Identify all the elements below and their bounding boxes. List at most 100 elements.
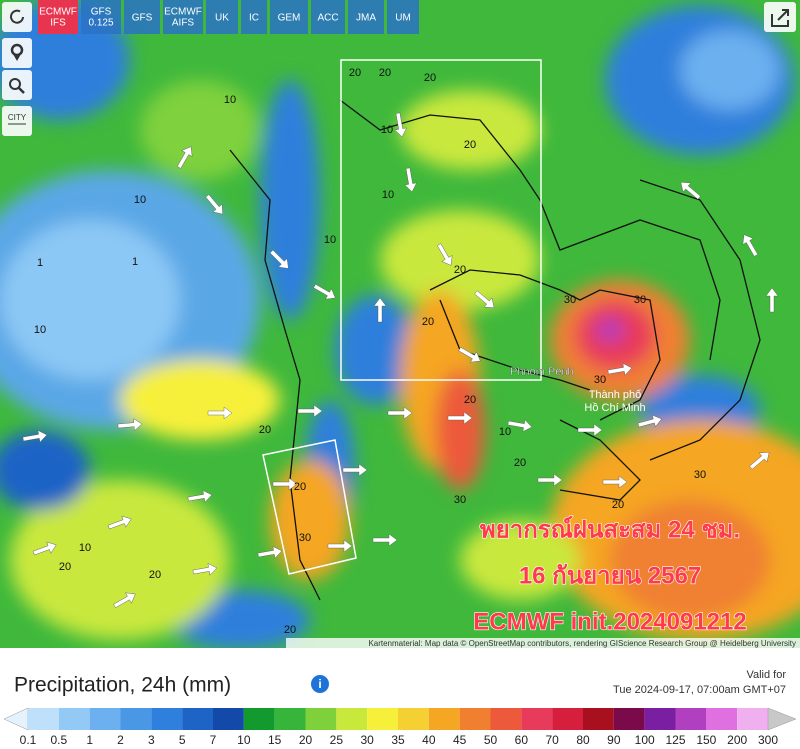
scale-tick-label: 2 [117, 733, 124, 747]
legend-title: Precipitation, 24h (mm) [14, 674, 231, 697]
model-button[interactable] [81, 0, 121, 34]
model-label: ECMWF [164, 7, 202, 18]
focus-box [262, 439, 357, 575]
model-button[interactable] [206, 0, 238, 34]
contour-label: 10 [134, 194, 146, 206]
contour-label: 30 [634, 294, 646, 306]
contour-label: 20 [454, 264, 466, 276]
scale-color [305, 708, 337, 730]
scale-color [552, 708, 583, 730]
wind-arrow [372, 533, 398, 547]
wind-arrow [742, 234, 759, 257]
borders [229, 99, 761, 601]
model-label: 0.125 [88, 18, 113, 29]
map[interactable]: 20 20 20 10 10 10 20 10 1 1 10 20 30 30 20 30 20 10 20 20 30… [0, 0, 800, 650]
model-button[interactable] [387, 0, 419, 34]
contour-label: 20 [379, 67, 391, 79]
scale-color [274, 708, 306, 730]
city-button[interactable] [2, 106, 32, 136]
info-button[interactable] [311, 675, 329, 693]
model-button[interactable] [270, 0, 308, 34]
model-button[interactable] [241, 0, 267, 34]
wind-arrow [297, 404, 323, 418]
scale-tick-label: 3 [148, 733, 155, 747]
contour-label: 20 [149, 569, 161, 581]
scale-color [675, 708, 707, 730]
focus-box [340, 59, 542, 381]
model-button[interactable] [311, 0, 345, 34]
contour-label: 20 [294, 481, 306, 493]
scale-tick-label: 100 [635, 733, 655, 747]
scale-tick-label: 50 [484, 733, 498, 747]
wind-arrow [205, 194, 223, 215]
wind-arrow [107, 515, 132, 530]
zoom-button[interactable] [2, 70, 32, 100]
svg-text:i: i [318, 677, 321, 691]
scale-color [58, 708, 90, 730]
overlay-date: 16 กันยายน 2567 [519, 562, 701, 589]
sidebar: CITY [2, 2, 796, 136]
scale-color [490, 708, 522, 730]
wind-arrow [207, 406, 233, 420]
scale-tick-label: 70 [545, 733, 559, 747]
scale-tick-label: 40 [422, 733, 436, 747]
scale-color [459, 708, 491, 730]
model-button[interactable] [124, 0, 160, 34]
wind-arrow [187, 490, 213, 503]
scale-tick-label: 25 [330, 733, 344, 747]
attribution: Kartenmaterial: Map data © OpenStreetMap… [368, 639, 796, 648]
city-label: CITY [8, 113, 27, 122]
contour-label: 10 [324, 234, 336, 246]
scale-tick-label: 0.1 [20, 733, 37, 747]
scale-color [151, 708, 183, 730]
wind-arrow [269, 249, 289, 269]
scale-color [367, 708, 398, 730]
wind-arrow [607, 363, 633, 376]
valid-label: Valid for [746, 669, 786, 681]
scale-tick-label: 5 [179, 733, 186, 747]
contour-labels: 20 20 20 10 10 10 20 10 1 1 10 20 30 30 20 30 20 10 20 20 30… [34, 67, 706, 636]
model-button[interactable] [38, 0, 78, 34]
wind-arrow [257, 546, 283, 559]
contour-label: 20 [284, 624, 296, 636]
model-button[interactable] [163, 0, 203, 34]
locate-button[interactable] [2, 38, 32, 68]
scale-color [120, 708, 152, 730]
wind-arrow [192, 563, 218, 576]
wind-arrow [458, 346, 481, 363]
scale-color [737, 708, 768, 730]
scale-color [644, 708, 676, 730]
scale-tick-label: 45 [453, 733, 467, 747]
model-button[interactable] [348, 0, 384, 34]
scale-color [521, 708, 553, 730]
scale-color [213, 708, 244, 730]
overlay-title: พยากรณ์ฝนสะสม 24 ชม. [480, 515, 740, 543]
model-label: UM [395, 13, 411, 24]
model-label: ECMWF [39, 7, 77, 18]
wind-arrow [272, 477, 298, 491]
contour-label: 30 [694, 469, 706, 481]
scale-tick-label: 0.5 [50, 733, 67, 747]
refresh-button[interactable] [2, 2, 32, 32]
scale-tick-label: 1 [86, 733, 93, 747]
place-label: Phnom Penh [510, 366, 574, 378]
wind-arrow [117, 418, 143, 432]
contour-label: 20 [514, 457, 526, 469]
contour-label: 20 [349, 67, 361, 79]
wind-arrow [176, 146, 193, 169]
wind-arrow [765, 287, 779, 313]
contour-label: 30 [454, 494, 466, 506]
wind-arrow [327, 539, 353, 553]
contour-label: 20 [464, 394, 476, 406]
contour-label: 30 [594, 374, 606, 386]
contour-label: 10 [34, 324, 46, 336]
scale-tick-label: 150 [696, 733, 716, 747]
wind-arrow [577, 423, 603, 437]
place-label: Hồ Chí Minh [584, 402, 645, 414]
wind-arrow [32, 541, 57, 556]
scale-color [583, 708, 614, 730]
wind-arrows [22, 112, 779, 609]
contour-label: 10 [499, 426, 511, 438]
